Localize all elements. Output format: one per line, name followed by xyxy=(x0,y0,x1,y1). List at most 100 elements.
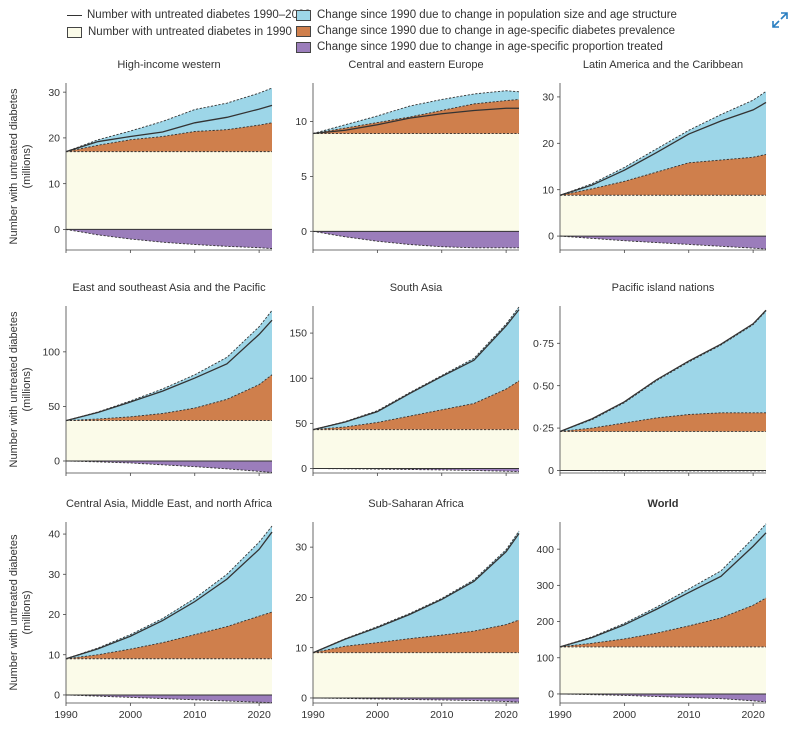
x-tick-label: 2010 xyxy=(430,709,454,721)
y-tick-label: 20 xyxy=(48,133,60,145)
outline-treatment xyxy=(65,228,273,250)
area-prevalence xyxy=(66,374,272,421)
y-tick-label: 40 xyxy=(48,529,60,541)
area-base-1990 xyxy=(66,658,272,695)
x-tick-label: 2010 xyxy=(677,709,701,721)
y-tick-label: 100 xyxy=(42,346,60,358)
legend-item-treat: Change since 1990 due to change in age-s… xyxy=(296,41,663,53)
panel-6: 0 10 20 30 40 1990 2000 2010 2020 Central Asia, M… xyxy=(8,498,273,721)
y-axis-label-unit: (millions) xyxy=(21,591,33,635)
y-tick-label: 20 xyxy=(295,592,307,604)
y-tick-label: 0 xyxy=(301,693,307,705)
area-prevalence xyxy=(66,122,272,152)
area-base-1990 xyxy=(66,420,272,461)
legend-label-base: Number with untreated diabetes in 1990 xyxy=(88,26,292,38)
y-tick-label: 0 xyxy=(301,226,307,238)
area-population xyxy=(313,90,519,134)
y-tick-label: 150 xyxy=(289,328,307,340)
outline-treatment xyxy=(559,693,767,703)
outline-treatment xyxy=(312,230,519,249)
series-line-untreated xyxy=(65,319,273,422)
outline-prevalence xyxy=(65,611,273,660)
panel-title: Latin America and the Caribbean xyxy=(583,59,743,71)
panel-title: East and southeast Asia and the Pacific xyxy=(72,282,266,294)
y-tick-label: 30 xyxy=(542,92,554,104)
series-line-untreated xyxy=(312,533,520,654)
y-axis-label: Number with untreated diabetes xyxy=(8,534,20,690)
legend-swatch-treat xyxy=(296,41,311,53)
area-prevalence xyxy=(560,154,766,196)
x-tick-label: 2000 xyxy=(613,709,637,721)
panel-title: World xyxy=(648,498,679,510)
outline-treatment xyxy=(312,468,520,473)
y-tick-label: 0·50 xyxy=(533,380,554,392)
area-prevalence xyxy=(560,412,766,432)
legend-swatch-prev xyxy=(296,25,311,37)
outline-population xyxy=(65,87,273,153)
panel-title: Sub-Saharan Africa xyxy=(368,498,464,510)
outline-population xyxy=(312,530,520,654)
panel-title: South Asia xyxy=(390,282,443,294)
series-line-untreated xyxy=(559,532,767,648)
y-tick-label: 0 xyxy=(54,456,60,468)
area-base-1990 xyxy=(313,429,519,469)
legend-label-line: Number with untreated diabetes 1990–2022 xyxy=(87,9,311,21)
y-tick-label: 0 xyxy=(301,463,307,475)
area-base-1990 xyxy=(560,195,766,237)
y-axis-label: Number with untreated diabetes xyxy=(8,88,20,244)
y-axis-label: Number with untreated diabetes xyxy=(8,311,20,467)
outline-population xyxy=(312,90,520,134)
x-tick-label: 2000 xyxy=(119,709,143,721)
y-tick-label: 30 xyxy=(48,87,60,99)
x-tick-label: 2020 xyxy=(247,709,271,721)
panel-title: Central and eastern Europe xyxy=(348,59,483,71)
area-prevalence xyxy=(66,612,272,659)
legend-item-line: Number with untreated diabetes 1990–2022 xyxy=(67,9,311,21)
y-tick-label: 10 xyxy=(48,178,60,190)
panel-8: 0 100 200 300 400 1990 2000 2010 2020 World xyxy=(536,498,767,721)
panel-2: 0 10 20 30 Latin America and the Caribbean xyxy=(542,59,767,253)
y-tick-label: 30 xyxy=(295,542,307,554)
panel-7: 0 10 20 30 1990 2000 2010 2020 Sub-Saharan Afric… xyxy=(295,498,520,721)
area-base-1990 xyxy=(560,646,766,694)
y-tick-label: 0 xyxy=(54,224,60,236)
panel-title: Pacific island nations xyxy=(612,282,715,294)
area-base-1990 xyxy=(313,133,519,232)
area-prevalence xyxy=(313,99,519,134)
series-line-untreated xyxy=(559,101,767,196)
y-tick-label: 100 xyxy=(289,373,307,385)
x-tick-label: 1990 xyxy=(548,709,572,721)
x-tick-label: 1990 xyxy=(301,709,325,721)
outline-prevalence xyxy=(312,380,520,431)
area-treatment xyxy=(313,697,519,702)
y-tick-label: 0 xyxy=(548,465,554,477)
y-tick-label: 20 xyxy=(542,138,554,150)
expand-arrows-icon[interactable] xyxy=(770,10,790,30)
outline-prevalence xyxy=(312,619,520,654)
series-line-untreated xyxy=(65,531,273,660)
series-line-untreated xyxy=(65,104,273,153)
outline-prevalence xyxy=(312,99,520,134)
area-base-1990 xyxy=(560,431,766,471)
x-tick-label: 2020 xyxy=(741,709,765,721)
series-line-untreated xyxy=(559,309,767,433)
area-population xyxy=(313,531,519,653)
y-tick-label: 300 xyxy=(536,580,554,592)
legend-item-base: Number with untreated diabetes in 1990 xyxy=(67,26,292,38)
y-tick-label: 0 xyxy=(54,690,60,702)
outline-prevalence xyxy=(65,122,273,153)
panel-title: High-income western xyxy=(117,59,220,71)
area-population xyxy=(560,523,766,647)
x-tick-label: 1990 xyxy=(54,709,78,721)
y-tick-label: 5 xyxy=(301,171,307,183)
area-treatment xyxy=(313,468,519,472)
y-tick-label: 50 xyxy=(295,418,307,430)
outline-prevalence xyxy=(559,597,767,648)
y-tick-label: 0·25 xyxy=(533,423,554,435)
outline-treatment xyxy=(559,470,766,472)
x-tick-label: 2020 xyxy=(494,709,518,721)
legend-swatch-pop xyxy=(296,9,311,21)
y-tick-label: 200 xyxy=(536,616,554,628)
outline-treatment xyxy=(312,697,520,703)
